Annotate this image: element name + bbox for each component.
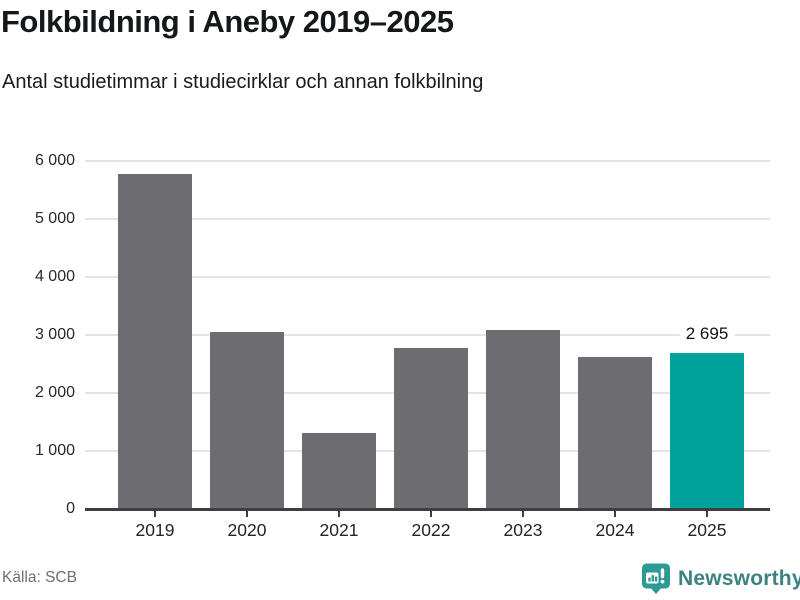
gridline-3000	[85, 334, 770, 336]
source-note: Källa: SCB	[2, 569, 77, 586]
x-axis-tick	[246, 510, 248, 517]
x-axis-label-2023: 2023	[503, 520, 543, 540]
newsworthy-logo: Newsworthy	[641, 563, 800, 595]
x-axis-tick	[706, 510, 708, 517]
gridline-5000	[85, 218, 770, 220]
x-axis-baseline	[85, 508, 770, 511]
x-axis-tick	[154, 510, 156, 517]
bar-2023	[486, 330, 560, 509]
x-axis-label-2021: 2021	[319, 520, 359, 540]
x-axis-label-2020: 2020	[227, 520, 267, 540]
chart-subtitle: Antal studietimmar i studiecirklar och a…	[2, 71, 484, 93]
x-axis-label-2024: 2024	[595, 520, 635, 540]
bar-2019	[118, 174, 192, 509]
bar-2024	[578, 357, 652, 509]
x-axis-tick	[522, 510, 524, 517]
y-axis-tick-label: 3 000	[34, 326, 75, 343]
x-axis-label-2025: 2025	[687, 520, 727, 540]
gridline-6000	[85, 160, 770, 162]
x-axis-tick	[338, 510, 340, 517]
x-axis-tick	[614, 510, 616, 517]
highlight-value-label: 2 695	[679, 322, 735, 345]
bar-2025	[670, 352, 744, 509]
y-axis-tick-label: 0	[66, 500, 75, 517]
x-axis-tick	[430, 510, 432, 517]
gridline-4000	[85, 276, 770, 278]
bar-chart-plot: 0 1 000 2 000 3 000 4 000 5 000 6 000 2019 2020 2…	[35, 152, 770, 540]
x-axis-label-2022: 2022	[411, 520, 451, 540]
y-axis-tick-label: 2 000	[34, 384, 75, 401]
y-axis-tick-label: 1 000	[34, 442, 75, 459]
bar-2022	[394, 347, 468, 509]
bar-2021	[302, 433, 376, 509]
y-axis-tick-label: 5 000	[34, 210, 75, 227]
bar-2020	[210, 331, 284, 509]
newsworthy-icon	[642, 563, 670, 594]
chart-title: Folkbildning i Aneby 2019–2025	[1, 4, 454, 39]
y-axis-tick-label: 4 000	[34, 268, 75, 285]
x-axis-label-2019: 2019	[135, 520, 175, 540]
newsworthy-wordmark: Newsworthy	[678, 567, 800, 590]
y-axis-tick-label: 6 000	[34, 152, 75, 169]
